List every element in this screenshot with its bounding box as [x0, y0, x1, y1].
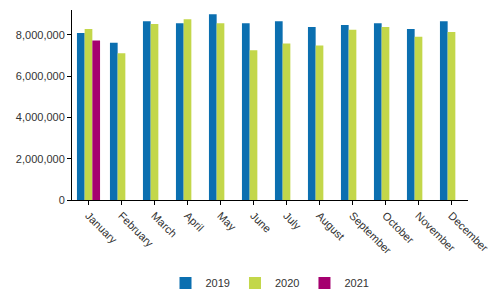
svg-text:0: 0	[59, 194, 65, 206]
svg-text:2019: 2019	[206, 277, 230, 289]
svg-text:2020: 2020	[275, 277, 299, 289]
svg-text:4,000,000: 4,000,000	[16, 111, 65, 123]
svg-text:2,000,000: 2,000,000	[16, 153, 65, 165]
svg-text:March: March	[149, 210, 179, 240]
svg-text:May: May	[215, 210, 239, 234]
svg-text:April: April	[182, 210, 206, 234]
svg-text:June: June	[248, 210, 273, 235]
svg-text:September: September	[347, 210, 394, 257]
svg-text:6,000,000: 6,000,000	[16, 70, 65, 82]
svg-text:October: October	[380, 210, 416, 246]
svg-text:January: January	[83, 210, 120, 247]
svg-text:July: July	[281, 210, 304, 233]
svg-text:August: August	[314, 210, 347, 243]
svg-text:8,000,000: 8,000,000	[16, 29, 65, 41]
svg-text:2021: 2021	[344, 277, 368, 289]
svg-text:February: February	[116, 210, 156, 250]
svg-text:December: December	[446, 210, 491, 255]
svg-text:November: November	[413, 210, 458, 255]
